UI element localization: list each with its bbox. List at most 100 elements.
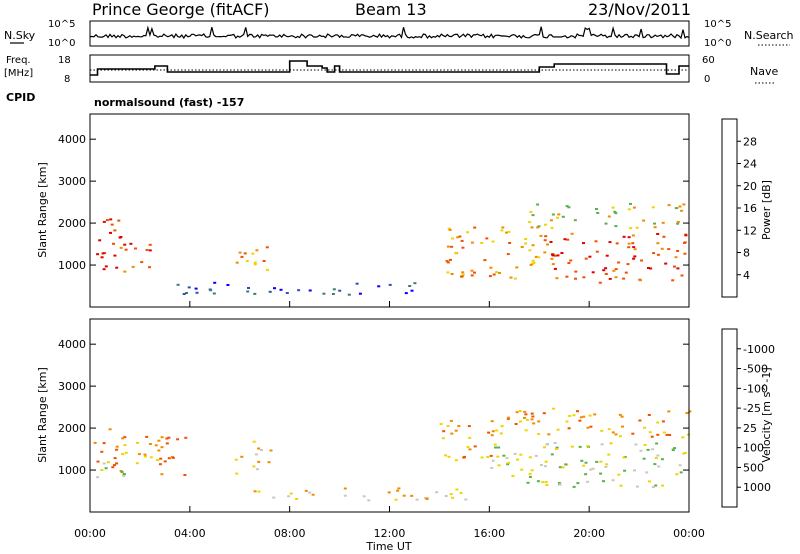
heatmap-cell [520,468,524,471]
date-title: 23/Nov/2011 [588,0,691,19]
heatmap-cell [617,261,621,264]
heatmap-cell [664,262,668,265]
heatmap-cell [513,277,517,280]
heatmap-cell [343,494,347,497]
heatmap-cell [680,209,684,212]
heatmap-cell [639,449,643,452]
heatmap-cell [506,253,510,256]
heatmap-cell [667,248,671,251]
heatmap-cell [267,461,271,464]
heatmap-cell [626,263,630,266]
heatmap-cell [495,429,499,432]
freq-panel-frame [89,54,690,83]
heatmap-cell [100,450,104,453]
heatmap-cell [528,221,532,224]
power-heatmap [96,202,688,296]
heatmap-cell [252,465,256,468]
heatmap-cell [108,428,112,431]
heatmap-cell [124,451,128,454]
heatmap-cell [377,285,381,288]
heatmap-cell [165,442,169,445]
heatmap-cell [642,219,646,222]
heatmap-cell [681,436,685,439]
heatmap-cell [622,235,626,238]
heatmap-cell [253,263,257,266]
heatmap-cell [253,261,257,264]
cpid-label: CPID [6,91,35,104]
heatmap-cell [463,455,466,458]
heatmap-cell [459,491,463,494]
heatmap-cell [537,225,541,228]
heatmap-cell [674,207,678,210]
heatmap-cell [157,449,161,452]
heatmap-cell [525,418,529,421]
heatmap-cell [115,448,119,451]
heatmap-cell [251,252,255,255]
heatmap-cell [212,292,216,295]
heatmap-cell [647,414,651,416]
colorbar-tick-label: -1000 [743,343,775,356]
heatmap-cell [100,256,104,259]
heatmap-cell [119,470,123,472]
heatmap-cell [140,261,144,264]
heatmap-cell [635,226,639,229]
heatmap-cell [631,242,635,245]
heatmap-cell [516,458,520,461]
heatmap-cell [627,236,631,239]
heatmap-cell [410,494,414,497]
heatmap-cell [624,271,628,274]
heatmap-cell [113,254,117,257]
heatmap-cell [165,437,169,440]
heatmap-cell [520,246,524,248]
heatmap-cell [96,460,100,463]
heatmap-cell [98,239,102,242]
heatmap-cell [143,453,147,456]
heatmap-cell [157,439,161,442]
heatmap-cell [446,261,450,264]
heatmap-cell [112,242,115,245]
heatmap-cell [160,446,164,449]
heatmap-cell [287,495,291,498]
heatmap-cell [450,432,454,435]
heatmap-cell [511,475,515,477]
heatmap-cell [543,446,546,449]
heatmap-cell [451,496,455,499]
heatmap-cell [396,489,400,492]
heatmap-cell [629,202,632,205]
heatmap-cell [257,490,261,493]
heatmap-cell [494,446,497,449]
heatmap-cell [308,289,312,292]
heatmap-cell [425,498,429,500]
heatmap-cell [607,428,611,431]
heatmap-cell [667,204,671,207]
heatmap-cell [589,468,593,471]
colorbar-tick-label: 100 [743,442,764,455]
heatmap-cell [468,436,472,439]
heatmap-cell [394,498,398,501]
noise-right-tick-top: 10^5 [704,19,731,30]
heatmap-cell [268,290,272,293]
heatmap-cell [609,442,613,445]
heatmap-cell [561,215,565,218]
heatmap-cell [515,266,519,269]
heatmap-cell [235,472,239,475]
heatmap-cell [402,494,406,497]
heatmap-cell [614,225,618,228]
heatmap-cell [632,206,636,209]
x-tick-label: 04:00 [174,527,206,540]
colorbar-tick-label: 8 [743,247,750,260]
heatmap-cell [470,274,474,277]
heatmap-cell [493,443,497,446]
heatmap-cell [119,246,123,249]
heatmap-cell [683,241,686,244]
heatmap-cell [490,434,494,437]
heatmap-cell [343,487,347,490]
heatmap-cell [569,259,573,262]
heatmap-cell [449,419,453,422]
heatmap-cell [240,455,244,458]
heatmap-cell [447,455,451,458]
heatmap-cell [454,429,458,432]
heatmap-cell [445,260,449,263]
heatmap-cell [662,235,666,238]
heatmap-cell [661,221,665,224]
